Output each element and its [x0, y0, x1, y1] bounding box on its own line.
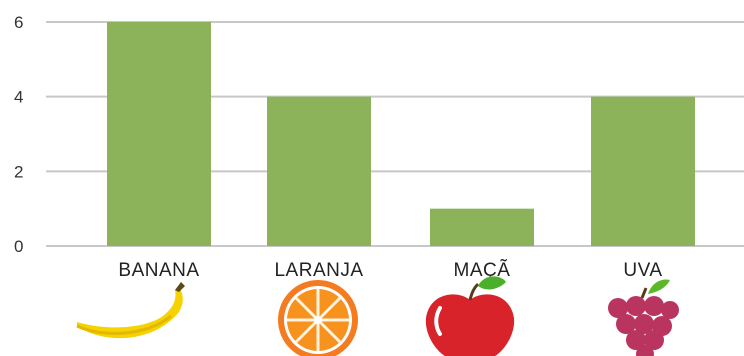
- bar-uva: [591, 96, 695, 247]
- y-tick-label: 2: [14, 162, 23, 181]
- bar-banana: [107, 22, 211, 246]
- banana-icon: [76, 282, 185, 339]
- y-tick-label: 4: [14, 88, 23, 107]
- category-label: BANANA: [118, 260, 199, 281]
- apple-icon: [425, 276, 515, 356]
- orange-icon: [278, 280, 358, 356]
- bar-laranja: [267, 96, 371, 247]
- y-tick-label: 6: [14, 13, 23, 32]
- grapes-icon: [608, 279, 679, 356]
- y-tick-label: 0: [14, 237, 23, 256]
- bar-maçã: [430, 208, 534, 246]
- y-tick-labels: 0 2 4 6: [14, 13, 23, 256]
- bars: [107, 22, 695, 247]
- category-label: MAÇÃ: [454, 259, 511, 281]
- category-label: UVA: [623, 260, 662, 281]
- category-label: LARANJA: [274, 260, 363, 281]
- category-labels: BANANA LARANJA MAÇÃ UVA: [118, 259, 662, 281]
